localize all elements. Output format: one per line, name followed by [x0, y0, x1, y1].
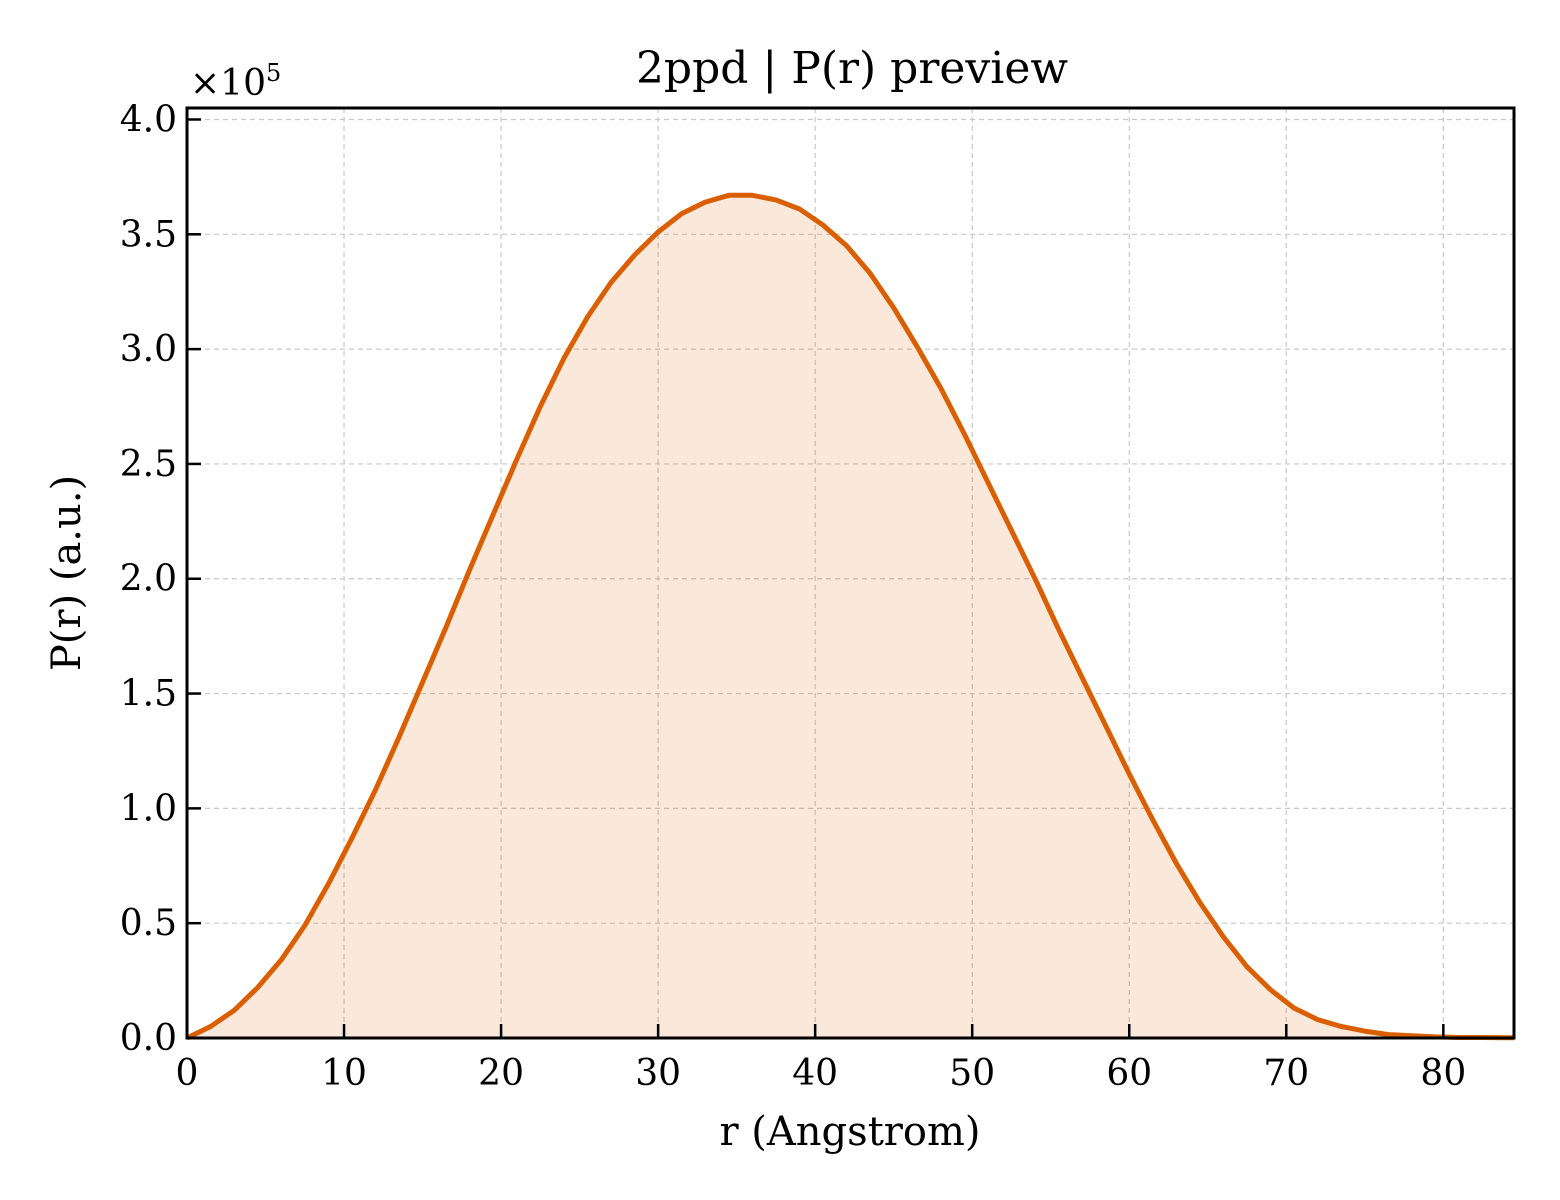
- y-tick-label: 1.5: [120, 674, 177, 715]
- y-tick-label: 0.5: [120, 903, 177, 944]
- y-axis-offset-label: ×105: [190, 59, 281, 104]
- y-tick-label: 2.5: [120, 444, 177, 485]
- x-tick-label: 0: [176, 1053, 199, 1094]
- y-tick-label: 3.5: [120, 214, 177, 255]
- y-tick-label: 0.0: [120, 1018, 177, 1059]
- x-tick-label: 80: [1420, 1053, 1466, 1094]
- y-axis-offset-exponent: 5: [266, 59, 281, 87]
- x-tick-label: 60: [1106, 1053, 1152, 1094]
- x-tick-label: 50: [949, 1053, 995, 1094]
- ticks: 0 10 20 30 40 50 60 70 80 0.0 0.5 1.0 1.5 2.0 2.5 3.0 3.…: [120, 99, 1467, 1094]
- x-tick-label: 10: [321, 1053, 367, 1094]
- x-tick-label: 70: [1263, 1053, 1309, 1094]
- y-tick-label: 2.0: [120, 559, 177, 600]
- series-area-fill: [187, 195, 1514, 1039]
- x-tick-label: 30: [635, 1053, 681, 1094]
- x-tick-label: 40: [792, 1053, 838, 1094]
- plot-frame: [185, 106, 1516, 1040]
- y-tick-label: 1.0: [120, 788, 177, 829]
- chart-title: 2ppd | P(r) preview: [636, 43, 1068, 94]
- x-tick-label: 20: [478, 1053, 524, 1094]
- y-tick-label: 3.0: [120, 329, 177, 370]
- y-tick-label: 4.0: [120, 99, 177, 140]
- grid: [187, 108, 1514, 1038]
- series-line: [185, 192, 1514, 1041]
- x-axis-title: r (Angstrom): [719, 1109, 980, 1155]
- y-axis-title: P(r) (a.u.): [44, 475, 90, 671]
- y-axis-offset-prefix: ×10: [190, 63, 266, 104]
